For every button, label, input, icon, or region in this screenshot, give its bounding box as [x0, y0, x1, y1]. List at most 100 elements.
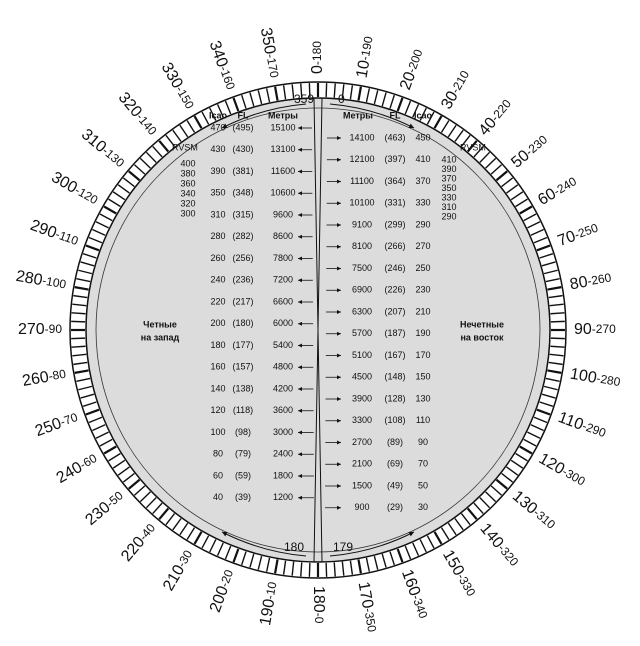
cell: 390	[210, 166, 225, 176]
cell: 290	[415, 219, 430, 229]
bearing-main: 270	[18, 321, 45, 338]
cell: 310	[210, 209, 225, 219]
tick	[301, 562, 302, 576]
cell: (256)	[232, 253, 253, 263]
cell: (397)	[384, 154, 405, 164]
rvsm-label: RVSM	[460, 142, 486, 152]
cell: 280	[210, 231, 225, 241]
cell: (246)	[384, 263, 405, 273]
cell: 12100	[349, 154, 374, 164]
bearing-label: 220-40	[118, 520, 160, 565]
marker: 359	[294, 92, 314, 106]
cell: (167)	[384, 350, 405, 360]
bearing-label: 30-210	[438, 67, 474, 112]
bearing-sub: -150	[173, 84, 197, 112]
marker: 180	[284, 540, 304, 554]
cell: 110	[416, 415, 430, 425]
cell: (157)	[232, 362, 253, 372]
cell: 410	[415, 154, 430, 164]
rvsm-level: 360	[180, 178, 195, 188]
cell: 130	[415, 393, 430, 403]
cell: 210	[415, 306, 430, 316]
bearing-label: 300-120	[48, 169, 101, 209]
bearing-sub: -210	[448, 68, 472, 96]
cell: 7200	[273, 275, 293, 285]
cell: 170	[415, 350, 430, 360]
cell: (282)	[232, 231, 253, 241]
column-header: Icao	[414, 110, 433, 120]
cell: 100	[210, 427, 225, 437]
cell: 11100	[350, 176, 374, 186]
bearing-label: 90-270	[574, 321, 616, 338]
bearing-label: 170-350	[354, 581, 380, 634]
bearing-main: 170	[354, 581, 375, 610]
bearing-sub: -250	[573, 221, 601, 242]
cell: 4500	[352, 372, 372, 382]
cell: 6600	[273, 296, 293, 306]
cell: 3300	[352, 415, 372, 425]
cell: (463)	[384, 132, 405, 142]
cell: 6300	[352, 306, 372, 316]
bearing-label: 100-280	[569, 366, 622, 392]
cell: (89)	[387, 437, 403, 447]
bearing-label: 70-250	[556, 220, 601, 250]
cell: 350	[210, 188, 225, 198]
cell: 9600	[273, 209, 293, 219]
cell: (207)	[384, 306, 405, 316]
bearing-label: 200-20	[207, 567, 238, 615]
bearing-label: 190-10	[257, 580, 281, 627]
bearing-sub: -180	[310, 41, 324, 65]
cell: (148)	[384, 372, 405, 382]
bearing-label: 310-130	[78, 126, 128, 172]
bearing-label: 280-100	[14, 268, 67, 294]
cell: (217)	[232, 296, 253, 306]
bearing-main: 0	[309, 65, 326, 74]
bearing-label: 180-0	[310, 586, 327, 624]
bearing-main: 280	[14, 268, 43, 289]
cell: 2700	[352, 437, 372, 447]
bearing-sub: -20	[217, 568, 236, 589]
cell: 270	[415, 241, 430, 251]
bearing-sub: -70	[58, 410, 79, 429]
cell: 70	[418, 459, 428, 469]
bearing-label: 270-90	[18, 321, 62, 338]
cell: 250	[415, 263, 430, 273]
cell: (495)	[232, 122, 253, 132]
cell: (29)	[387, 502, 403, 512]
bearing-label: 210-30	[160, 547, 197, 594]
rvsm-level: 310	[441, 202, 456, 212]
bearing-main: 180	[310, 586, 327, 613]
cell: 140	[210, 383, 225, 393]
cell: 8100	[352, 241, 372, 251]
tick	[334, 84, 335, 98]
cell: 180	[210, 340, 225, 350]
cell: 3600	[273, 405, 293, 415]
column-header: Метры	[343, 110, 373, 120]
cell: 1200	[273, 492, 293, 502]
bearing-sub: -10	[263, 580, 280, 600]
column-header: Метры	[268, 110, 298, 120]
cell: (69)	[387, 459, 403, 469]
bearing-label: 20-200	[397, 47, 427, 92]
cell: 3900	[352, 393, 372, 403]
cell: (39)	[235, 492, 251, 502]
bearing-sub: -240	[551, 174, 579, 198]
cell: 6900	[352, 285, 372, 295]
bearing-label: 50-230	[508, 132, 551, 172]
cell: 430	[210, 144, 225, 154]
cell: (348)	[232, 188, 253, 198]
cell: (49)	[387, 480, 403, 490]
cell: (108)	[384, 415, 405, 425]
bearing-sub: -100	[41, 274, 67, 292]
cell: (331)	[384, 198, 405, 208]
cell: 900	[354, 502, 369, 512]
bearing-label: 260-80	[21, 366, 68, 390]
bearing-label: 40-220	[476, 96, 516, 139]
tick	[550, 346, 564, 347]
cell: 230	[415, 285, 430, 295]
bearing-sub: -120	[72, 183, 100, 207]
caption: на восток	[460, 332, 504, 342]
cell: 11600	[271, 166, 295, 176]
cell: (364)	[384, 176, 405, 186]
